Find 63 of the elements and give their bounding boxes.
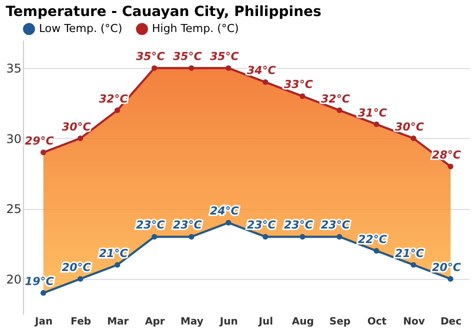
point — [226, 65, 232, 71]
data-label: 34°C — [246, 64, 276, 78]
legend-label: Low Temp. (°C) — [39, 22, 122, 35]
point — [262, 79, 268, 85]
data-label: 23°C — [321, 218, 350, 232]
point — [410, 262, 416, 268]
point — [300, 93, 306, 99]
y-tick-label: 20 — [6, 272, 22, 286]
point — [152, 234, 158, 240]
point — [448, 276, 454, 282]
data-label: 35°C — [210, 50, 239, 64]
x-tick-label: Feb — [70, 316, 92, 328]
data-label: 22°C — [358, 232, 387, 246]
point — [40, 290, 46, 296]
point — [262, 234, 268, 240]
point — [188, 65, 194, 71]
data-label: 20°C — [62, 260, 91, 274]
x-tick-label: Jan — [34, 316, 53, 328]
data-label: 35°C — [172, 50, 202, 64]
point — [336, 234, 342, 240]
x-tick-label: Dec — [440, 316, 462, 328]
x-tick-label: Aug — [292, 316, 314, 328]
data-label: 32°C — [321, 92, 350, 106]
point — [188, 234, 194, 240]
data-label: 33°C — [284, 78, 313, 92]
data-label: 23°C — [172, 218, 202, 232]
x-tick-label: Sep — [329, 316, 351, 328]
point — [300, 234, 306, 240]
x-tick-label: Mar — [107, 316, 129, 328]
point — [78, 136, 84, 142]
x-tick-label: Jun — [218, 316, 238, 328]
point — [226, 220, 232, 226]
data-label: 35°C — [136, 50, 165, 64]
data-label: 23°C — [246, 218, 276, 232]
x-tick-label: Nov — [403, 316, 426, 328]
point — [78, 276, 84, 282]
point — [336, 108, 342, 113]
point — [448, 164, 454, 170]
x-tick-label: Jul — [258, 316, 274, 328]
data-label: 30°C — [395, 120, 424, 134]
point — [374, 248, 380, 254]
point — [152, 65, 158, 71]
x-tick-label: Apr — [144, 316, 165, 328]
data-label: 21°C — [395, 246, 424, 260]
legend-label: High Temp. (°C) — [152, 22, 239, 35]
point — [374, 122, 380, 128]
data-label: 24°C — [210, 204, 239, 218]
data-label: 29°C — [24, 134, 54, 148]
y-tick-label: 35 — [6, 62, 22, 76]
y-tick-label: 25 — [6, 202, 22, 216]
data-label: 21°C — [98, 246, 128, 260]
chart-title: Temperature - Cauayan City, Philippines — [6, 4, 322, 20]
data-label: 30°C — [62, 120, 91, 134]
data-label: 23°C — [284, 218, 313, 232]
point — [410, 136, 416, 142]
x-tick-label: May — [180, 316, 204, 328]
data-label: 23°C — [136, 218, 165, 232]
point — [40, 150, 46, 156]
y-tick-label: 30 — [6, 132, 22, 146]
point — [114, 262, 120, 268]
data-label: 31°C — [358, 106, 387, 120]
point — [114, 108, 120, 113]
x-tick-label: Oct — [367, 316, 387, 328]
